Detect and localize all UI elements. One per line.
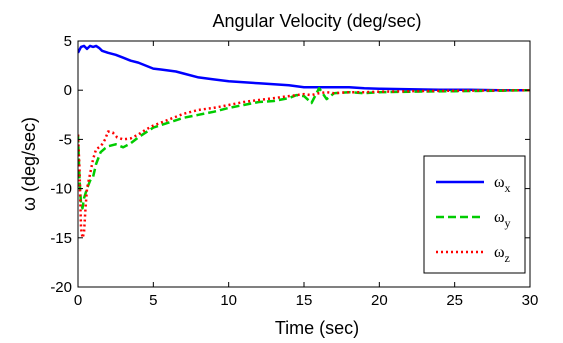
axis-ticks: 0 5 10 15 20 25 30 5 0 -5 -10 -15 -20 (50, 33, 538, 309)
y-tick-label: 0 (64, 82, 72, 99)
series-line-x (78, 44, 530, 92)
chart-title: Angular Velocity (deg/sec) (212, 11, 421, 31)
x-tick-label: 25 (446, 292, 463, 309)
y-tick-label: -15 (50, 230, 72, 247)
legend-box (423, 155, 526, 274)
legend-label-z: ωz (494, 244, 510, 265)
x-tick-label: 15 (296, 292, 313, 309)
legend: ωx ωy ωz (423, 155, 526, 274)
series-line-z (78, 88, 530, 240)
y-axis-title: ω (deg/sec) (19, 117, 39, 211)
legend-label-y: ωy (494, 209, 511, 230)
x-axis-title: Time (sec) (275, 318, 359, 338)
series-line-y (78, 86, 530, 210)
y-tick-label: -10 (50, 181, 72, 198)
y-tick-label: 5 (64, 33, 72, 50)
x-tick-label: 10 (220, 292, 237, 309)
series-layer (78, 44, 530, 240)
x-tick-label: 20 (371, 292, 388, 309)
y-tick-label: -20 (50, 279, 72, 296)
x-tick-label: 0 (74, 292, 82, 309)
x-tick-label: 5 (149, 292, 157, 309)
legend-label-x: ωx (494, 174, 511, 195)
y-tick-label: -5 (59, 131, 72, 148)
x-tick-label: 30 (522, 292, 539, 309)
